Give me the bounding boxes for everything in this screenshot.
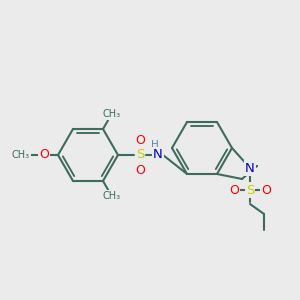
Text: CH₃: CH₃ [102, 109, 121, 119]
Text: O: O [135, 164, 145, 176]
Text: N: N [245, 161, 255, 175]
Text: O: O [135, 134, 145, 146]
Text: O: O [261, 184, 271, 196]
Text: H: H [151, 140, 159, 150]
Text: S: S [136, 148, 144, 161]
Text: S: S [246, 184, 254, 196]
Text: N: N [153, 148, 163, 161]
Text: CH₃: CH₃ [102, 191, 121, 201]
Text: CH₃: CH₃ [12, 150, 30, 160]
Text: O: O [229, 184, 239, 196]
Text: O: O [39, 148, 49, 161]
